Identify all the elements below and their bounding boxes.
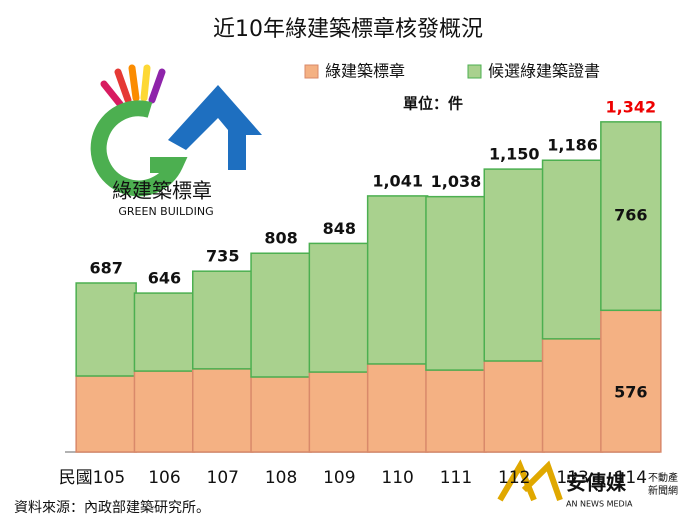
x-tick-label: 民國105: [59, 468, 125, 488]
bar-segment: [541, 338, 604, 453]
legend-swatch: [467, 64, 482, 79]
bar-segment: [250, 376, 312, 453]
total-label: 848: [323, 219, 356, 238]
total-label: 808: [264, 229, 297, 248]
x-tick-label: 106: [148, 468, 180, 488]
legend-swatch: [304, 64, 319, 79]
bar-segment: [192, 368, 254, 453]
data-label: 576: [614, 383, 647, 402]
logo-title: 綠建築標章: [112, 179, 212, 203]
logo-subtitle: GREEN BUILDING: [118, 205, 213, 218]
bar-segment: [192, 270, 254, 370]
bar-segment: [133, 370, 196, 453]
chart-title: 近10年綠建築標章核發概況: [213, 17, 483, 42]
legend-label: 綠建築標章: [325, 62, 405, 81]
x-tick-label: 111: [440, 468, 472, 488]
bar-segment: [366, 363, 429, 453]
bar-segment: [483, 360, 545, 453]
total-label: 1,150: [489, 145, 540, 164]
data-label: 766: [614, 206, 647, 225]
bar-segment: [541, 159, 604, 340]
x-tick-label: 110: [381, 468, 413, 488]
total-label: 687: [89, 258, 122, 277]
watermark-english: AN NEWS MEDIA: [566, 500, 633, 509]
bar-segment: [366, 195, 429, 365]
x-tick-label: 109: [323, 468, 355, 488]
total-label: 1,186: [547, 136, 598, 155]
total-label: 1,038: [431, 172, 482, 191]
legend-label: 候選綠建築證書: [488, 62, 600, 81]
bar-segment: [483, 168, 545, 362]
bar-segment: [600, 309, 662, 453]
bar-segment: [600, 121, 662, 312]
bar-segment: [75, 375, 137, 453]
logo: 綠建築標章 GREEN BUILDING: [90, 64, 262, 218]
watermark-name: 安傳媒: [566, 471, 627, 495]
bar-segment: [75, 282, 137, 377]
total-label: 1,342: [606, 97, 657, 116]
total-label: 1,041: [372, 171, 423, 190]
x-tick-label: 112: [498, 468, 530, 488]
x-tick-label: 113: [556, 468, 588, 488]
watermark: 安傳媒 AN NEWS MEDIA 不動產 新聞網: [497, 459, 678, 509]
unit-label: 單位：件: [403, 95, 463, 113]
total-label: 735: [206, 247, 239, 266]
watermark-tag: 不動產: [648, 471, 678, 484]
bar-segment: [250, 252, 312, 378]
x-tick-label: 107: [207, 468, 239, 488]
total-label: 646: [148, 269, 181, 288]
x-tick-label: 114: [615, 468, 647, 488]
bar-segment: [133, 292, 196, 372]
bar-segment: [308, 242, 371, 373]
bar-segment: [308, 371, 371, 453]
bar-segment: [425, 195, 487, 371]
source: 資料來源：內政部建築研究所。: [14, 500, 210, 516]
watermark-tag: 新聞網: [648, 484, 678, 497]
bar-segment: [425, 369, 487, 453]
x-tick-label: 108: [265, 468, 297, 488]
